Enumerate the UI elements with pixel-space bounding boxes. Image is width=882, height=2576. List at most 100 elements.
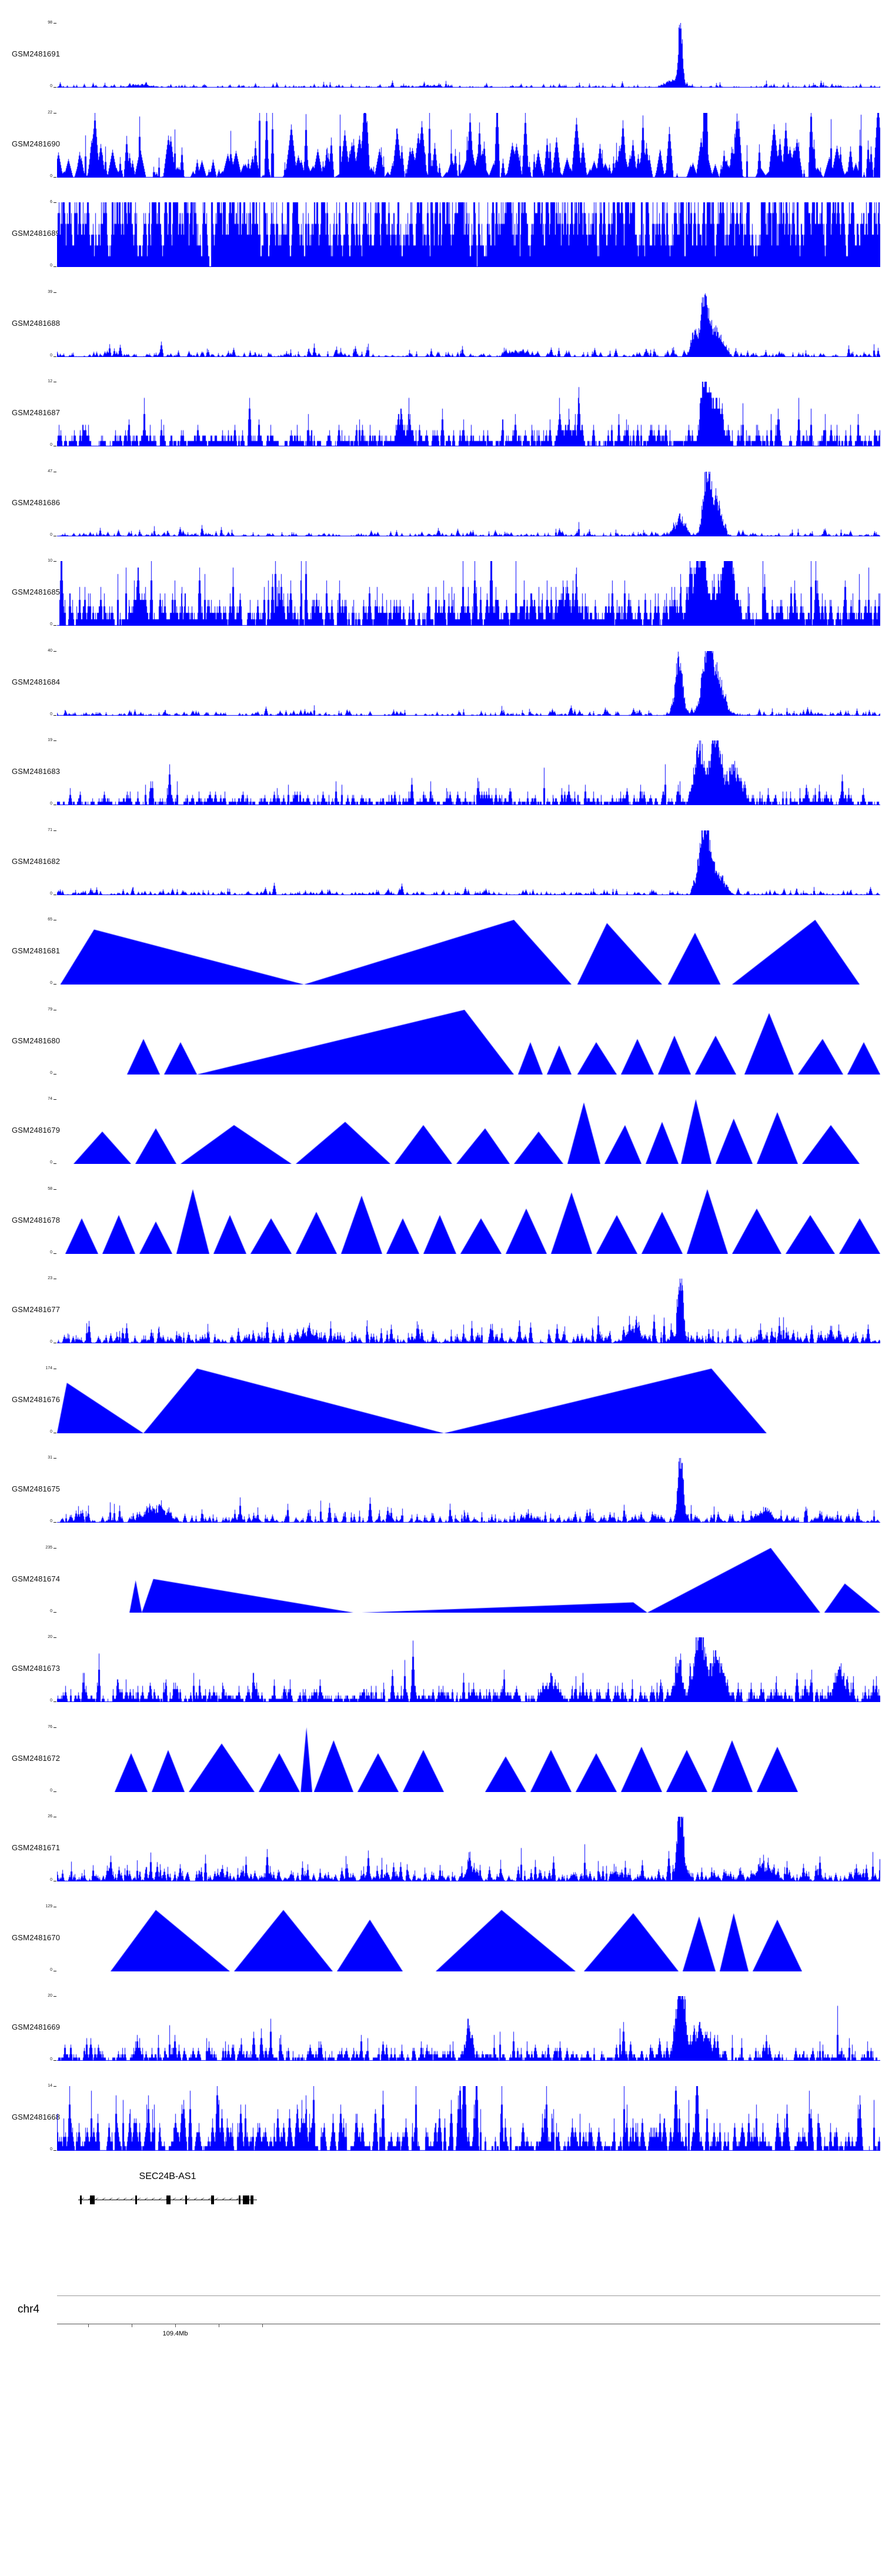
track-ymax-label: 12: [48, 379, 52, 383]
strand-arrow-icon: <: [109, 2197, 113, 2203]
strand-arrow-icon: <: [123, 2197, 127, 2203]
track-ymax-label: 39: [48, 289, 52, 294]
exon-box: [211, 2195, 214, 2204]
y-axis-max-tick: [54, 1458, 56, 1459]
track-label: GSM2481682: [12, 856, 61, 866]
y-axis-max-tick: [54, 23, 56, 24]
track-signal-plot: [57, 830, 880, 895]
track-ymin-label: 0: [50, 891, 52, 896]
track-signal-plot: [57, 1009, 880, 1075]
track-row-GSM2481690: GSM2481690 22 0: [0, 105, 882, 195]
track-signal-plot: [57, 1368, 880, 1433]
track-row-GSM2481689: GSM2481689 6 0: [0, 195, 882, 285]
track-label: GSM2481681: [12, 946, 61, 955]
y-axis-zero-tick: [54, 356, 56, 357]
track-label: GSM2481673: [12, 1664, 61, 1673]
track-label: GSM2481688: [12, 318, 61, 328]
track-ymin-label: 0: [50, 84, 52, 88]
track-ymax-label: 98: [48, 21, 52, 25]
strand-arrow-icon: <: [229, 2197, 233, 2203]
track-ymin-label: 0: [50, 443, 52, 447]
track-signal-plot: [57, 471, 880, 536]
track-ymax-label: 58: [48, 1186, 52, 1191]
exon-box: [185, 2195, 188, 2204]
strand-arrow-icon: <: [186, 2197, 191, 2203]
track-row-GSM2481679: GSM2481679 74 0: [0, 1092, 882, 1182]
axis-position-label: 109.4Mb: [162, 2330, 188, 2337]
track-ymax-label: 20: [48, 1994, 52, 1998]
y-axis-zero-tick: [54, 1163, 56, 1164]
track-ymin-label: 0: [50, 1519, 52, 1523]
track-signal-plot: [57, 112, 880, 178]
strand-arrow-icon: <: [201, 2197, 205, 2203]
track-label: GSM2481669: [12, 2023, 61, 2031]
track-row-GSM2481691: GSM2481691 98 0: [0, 15, 882, 105]
axis-tick-mark: [88, 2324, 89, 2327]
track-row-GSM2481688: GSM2481688 39 0: [0, 285, 882, 375]
track-ymax-label: 129: [45, 1904, 52, 1908]
axis-tick-mark: [262, 2324, 263, 2327]
strand-arrow-icon: <: [215, 2197, 219, 2203]
track-ymin-label: 0: [50, 1429, 52, 1434]
track-ymin-label: 0: [50, 622, 52, 626]
track-row-GSM2481683: GSM2481683 19 0: [0, 733, 882, 823]
track-label: GSM2481685: [12, 588, 61, 596]
track-ymin-label: 0: [50, 1967, 52, 1972]
track-signal-plot: [57, 1637, 880, 1702]
strand-arrow-icon: <: [172, 2197, 176, 2203]
track-label: GSM2481680: [12, 1036, 61, 1045]
track-label: GSM2481690: [12, 139, 61, 148]
track-ymin-label: 0: [50, 2057, 52, 2061]
track-ymax-label: 174: [45, 1366, 52, 1370]
strand-arrow-icon: <: [116, 2197, 120, 2203]
track-row-GSM2481686: GSM2481686 47 0: [0, 464, 882, 554]
y-axis-max-tick: [54, 740, 56, 741]
strand-arrow-icon: <: [137, 2197, 141, 2203]
track-signal-plot: [57, 920, 880, 985]
track-signal-plot: [57, 202, 880, 267]
y-axis-zero-tick: [54, 1522, 56, 1523]
track-signal-plot: [57, 650, 880, 716]
track-row-GSM2481684: GSM2481684 40 0: [0, 643, 882, 733]
axis-tick-mark: [175, 2324, 176, 2327]
track-ymin-label: 0: [50, 1878, 52, 1882]
track-row-GSM2481671: GSM2481671 26 0: [0, 1809, 882, 1899]
track-row-GSM2481687: GSM2481687 12 0: [0, 374, 882, 464]
track-ymin-label: 0: [50, 353, 52, 358]
track-row-GSM2481672: GSM2481672 76 0: [0, 1720, 882, 1810]
track-ymax-label: 40: [48, 648, 52, 653]
track-signal-plot: [57, 561, 880, 626]
track-ymin-label: 0: [50, 1699, 52, 1703]
exon-box: [79, 2195, 82, 2204]
y-axis-zero-tick: [54, 266, 56, 267]
track-row-GSM2481669: GSM2481669 20 0: [0, 1988, 882, 2078]
y-axis-zero-tick: [54, 984, 56, 985]
track-label: GSM2481689: [12, 229, 61, 238]
track-ymin-label: 0: [50, 1250, 52, 1254]
track-ymin-label: 0: [50, 802, 52, 806]
track-row-GSM2481685: GSM2481685 10 0: [0, 553, 882, 643]
strand-arrow-icon: <: [222, 2197, 226, 2203]
track-ymax-label: 31: [48, 1456, 52, 1460]
track-label: GSM2481671: [12, 1843, 61, 1852]
track-row-GSM2481675: GSM2481675 31 0: [0, 1450, 882, 1540]
track-label: GSM2481677: [12, 1305, 61, 1314]
strand-arrow-icon: <: [158, 2197, 162, 2203]
y-axis-zero-tick: [54, 1253, 56, 1254]
track-signal-plot: [57, 1996, 880, 2061]
track-row-GSM2481677: GSM2481677 23 0: [0, 1271, 882, 1361]
y-axis-zero-tick: [54, 2060, 56, 2061]
track-ymax-label: 47: [48, 469, 52, 473]
track-ymin-label: 0: [50, 981, 52, 985]
axis-top-line: [57, 2295, 880, 2296]
track-signal-plot: [57, 1099, 880, 1164]
track-ymax-label: 6: [50, 200, 52, 204]
track-label: GSM2481675: [12, 1484, 61, 1493]
track-ymin-label: 0: [50, 173, 52, 178]
y-axis-max-tick: [54, 650, 56, 652]
strand-arrow-icon: <: [88, 2196, 91, 2203]
track-signal-plot: [57, 2086, 880, 2151]
y-axis-max-tick: [54, 112, 56, 114]
track-ymin-label: 0: [50, 1070, 52, 1075]
y-axis-zero-tick: [54, 1611, 56, 1613]
